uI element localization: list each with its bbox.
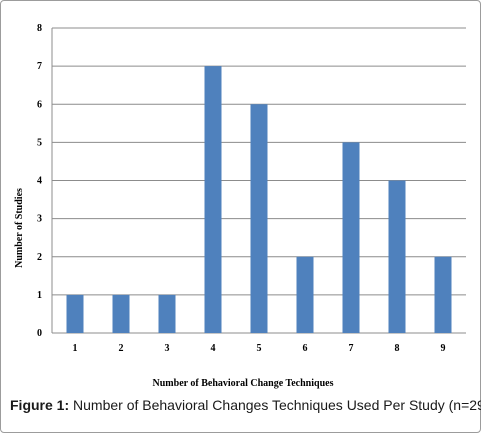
y-tick-label: 3 <box>37 214 42 225</box>
y-axis-title: Number of Studies <box>14 188 25 268</box>
y-tick-label: 8 <box>37 23 42 34</box>
x-tick-label: 4 <box>211 343 216 354</box>
x-tick-label: 3 <box>165 343 170 354</box>
bar <box>158 294 176 333</box>
y-tick-label: 0 <box>37 328 42 339</box>
figure-caption: Figure 1: Number of Behavioral Changes T… <box>10 397 481 413</box>
bar <box>342 142 360 333</box>
bar <box>434 256 452 333</box>
caption-text: Number of Behavioral Changes Techniques … <box>69 397 481 413</box>
caption-label: Figure 1: <box>10 397 70 413</box>
x-tick-label: 7 <box>349 343 354 354</box>
y-tick-labels: 0 1 2 3 4 5 6 7 8 <box>37 23 42 339</box>
x-tick-label: 5 <box>257 343 262 354</box>
bar <box>204 66 222 333</box>
bar <box>296 256 314 333</box>
x-tick-label: 2 <box>119 343 124 354</box>
x-tick-labels: 1 2 3 4 5 6 7 8 9 <box>73 343 446 354</box>
y-tick-label: 6 <box>37 99 42 110</box>
x-axis-title: Number of Behavioral Change Techniques <box>153 378 334 389</box>
x-tick-label: 9 <box>441 343 446 354</box>
y-tick-label: 4 <box>37 176 42 187</box>
bar <box>388 180 406 333</box>
y-tick-label: 1 <box>37 290 42 301</box>
bars <box>66 66 452 333</box>
y-tick-label: 5 <box>37 137 42 148</box>
x-tick-label: 1 <box>73 343 78 354</box>
bar <box>66 294 84 333</box>
bar <box>250 104 268 333</box>
bar <box>112 294 130 333</box>
x-tick-label: 6 <box>303 343 308 354</box>
y-tick-label: 2 <box>37 252 42 263</box>
x-tick-label: 8 <box>395 343 400 354</box>
y-tick-label: 7 <box>37 61 42 72</box>
